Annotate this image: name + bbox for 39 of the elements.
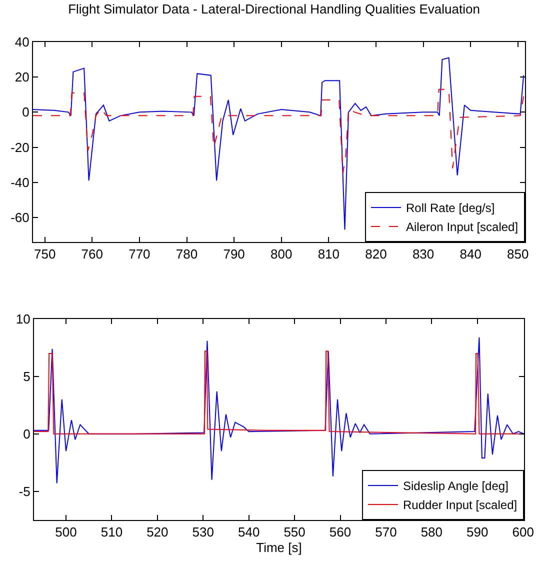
chart-title: Flight Simulator Data - Lateral-Directional Handling Qualities Evaluation (68, 1, 480, 16)
x-tick-label: 570 (375, 524, 397, 540)
y-tick-label: 20 (14, 70, 30, 85)
legend-label: Sideslip Angle [deg] (403, 479, 508, 494)
x-tick-label: 790 (223, 246, 245, 262)
line-series (33, 88, 524, 174)
y-tick-label: -60 (10, 210, 30, 225)
y-tick-label: -5 (18, 484, 30, 499)
legend-label: Rudder Input [scaled] (403, 498, 518, 512)
x-tick-label: 520 (146, 524, 168, 540)
x-tick-label: 600 (512, 524, 534, 540)
x-tick-label: 850 (507, 246, 529, 262)
x-tick-label: 830 (412, 246, 434, 262)
y-tick-label: 0 (22, 104, 30, 120)
y-tick-label: -20 (10, 140, 30, 155)
y-tick-label: 0 (23, 426, 30, 442)
x-tick-label: 820 (365, 246, 387, 262)
x-tick-label: 590 (466, 524, 488, 540)
x-tick-label: 580 (420, 524, 443, 540)
y-tick-label: 40 (14, 34, 30, 50)
legend-label: Aileron Input [scaled] (406, 220, 518, 234)
x-tick-label: 540 (238, 524, 260, 540)
y-tick-label: 10 (16, 312, 30, 327)
x-tick-label: 800 (270, 246, 292, 262)
x-tick-label: 550 (284, 524, 306, 540)
x-tick-label: 780 (176, 246, 198, 262)
x-tick-label: 750 (34, 246, 56, 262)
x-tick-label: 530 (192, 524, 214, 540)
x-tick-label: 840 (460, 246, 482, 262)
legend-label: Roll Rate [deg/s] (406, 201, 495, 216)
x-tick-label: 810 (318, 246, 340, 262)
x-tick-label: 760 (81, 246, 103, 262)
x-tick-label: 510 (100, 524, 123, 540)
x-tick-label: 770 (128, 246, 150, 262)
y-tick-label: 5 (23, 368, 30, 384)
x-axis-title: Time [s] (256, 540, 302, 556)
x-tick-label: 500 (55, 524, 77, 540)
x-tick-label: 560 (329, 524, 352, 540)
y-tick-label: -40 (10, 174, 30, 190)
